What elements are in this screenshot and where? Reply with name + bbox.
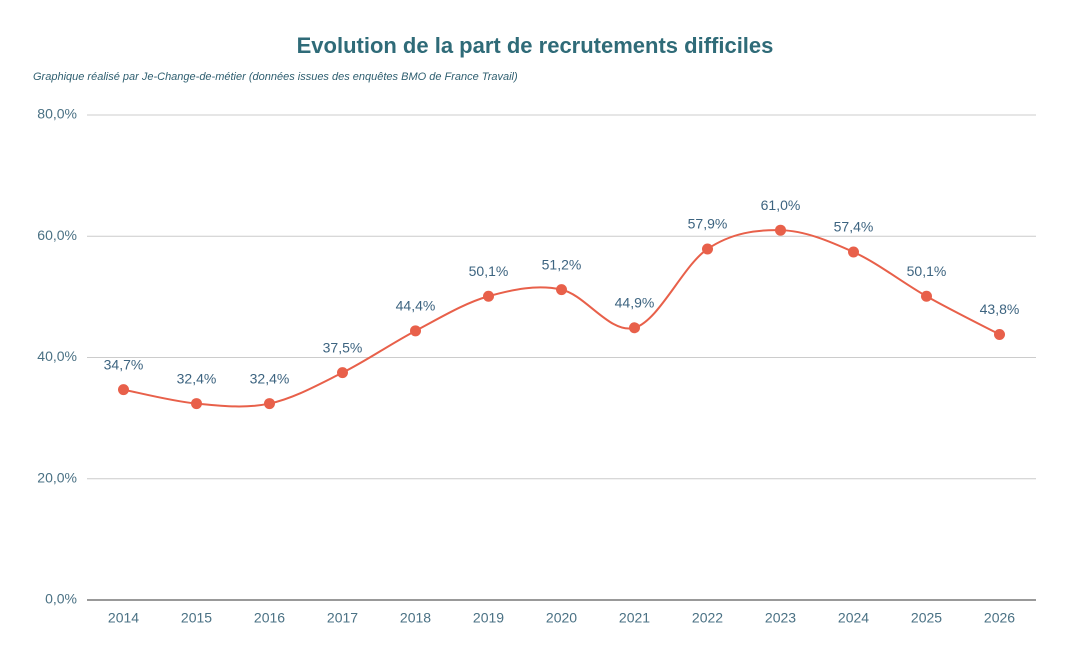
x-tick-label: 2018 [400,610,431,626]
point [994,328,1005,340]
value-label: 32,4% [250,370,290,386]
point [191,398,202,410]
point [118,384,129,396]
value-label: 34,7% [104,356,144,372]
value-label: 50,1% [907,263,947,279]
x-tick-label: 2021 [619,610,650,626]
value-label: 57,9% [688,216,728,232]
x-tick-label: 2023 [765,610,796,626]
value-label: 43,8% [980,301,1020,317]
chart-subtitle: Graphique réalisé par Je-Change-de-métie… [33,71,518,83]
point [556,284,567,296]
x-tick-label: 2025 [911,610,942,626]
point [264,398,275,410]
point [848,246,859,258]
y-tick-label: 0,0% [45,591,77,607]
value-label: 51,2% [542,256,582,272]
x-tick-label: 2022 [692,610,723,626]
x-tick-label: 2026 [984,610,1015,626]
value-label: 44,4% [396,298,436,314]
y-tick-label: 80,0% [37,106,77,122]
value-label: 37,5% [323,339,363,355]
point [337,367,348,379]
point [775,224,786,236]
y-tick-label: 40,0% [37,348,77,364]
y-tick-label: 20,0% [37,469,77,485]
y-tick-label: 60,0% [37,227,77,243]
value-label: 32,4% [177,370,217,386]
value-label: 44,9% [615,294,655,310]
value-label: 50,1% [469,263,509,279]
value-label: 61,0% [761,197,801,213]
point [702,243,713,255]
x-tick-label: 2020 [546,610,577,626]
chart-title: Evolution de la part de recrutements dif… [297,33,774,58]
point [921,290,932,302]
value-label: 57,4% [834,219,874,235]
point [410,325,421,337]
x-tick-label: 2019 [473,610,504,626]
x-tick-label: 2016 [254,610,285,626]
x-tick-label: 2017 [327,610,358,626]
x-tick-label: 2015 [181,610,212,626]
point [483,290,494,302]
point [629,322,640,334]
x-tick-label: 2024 [838,610,869,626]
x-tick-label: 2014 [108,610,139,626]
